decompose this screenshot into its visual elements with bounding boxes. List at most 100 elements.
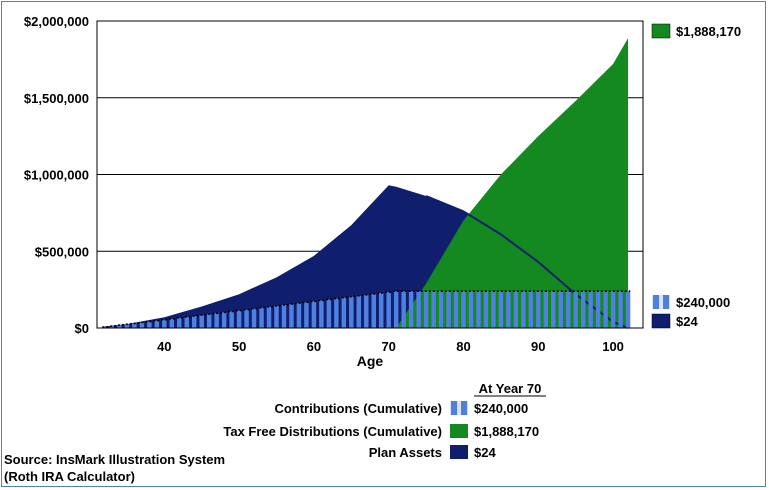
contribution-bar-35 [124,324,130,328]
contribution-top-line [102,290,631,328]
y-axis-ticks: $0 $500,000 $1,000,000 $1,500,000 $2,000,000 [24,14,89,336]
legend-value-1: $1,888,170 [474,424,539,439]
contribution-bar-94 [565,291,571,328]
contribution-bar-90 [536,291,541,328]
contribution-bar-69 [378,293,384,328]
contribution-bar-59 [304,302,309,328]
contribution-bar-67 [364,294,369,328]
contribution-bar-36 [132,323,137,328]
contribution-bar-65 [349,296,354,328]
contribution-bar-91 [543,291,549,328]
contribution-bar-46 [206,314,212,328]
source-note: Source: InsMark Illustration System (Rot… [4,451,225,485]
legend-header: At Year 70 [479,381,542,396]
contribution-bar-39 [154,320,160,328]
legend-label-0: Contributions (Cumulative) [274,401,442,416]
contribution-bar-97 [588,291,593,328]
legend-swatch-1 [450,424,468,438]
contribution-bar-80 [461,291,466,328]
contributions-series [102,290,631,328]
contribution-bar-42 [177,317,182,328]
y-tick-label-1: $500,000 [35,244,89,259]
source-line-1: Source: InsMark Illustration System [4,452,226,467]
y-tick-label-0: $0 [75,321,89,336]
contribution-bar-54 [266,306,272,328]
contribution-bar-92 [551,291,556,328]
contribution-bar-85 [498,291,504,328]
x-tick-label-2: 60 [307,339,321,354]
contribution-bar-87 [513,291,519,328]
contribution-bar-96 [580,291,586,328]
contribution-bar-49 [229,311,234,328]
x-tick-label-3: 70 [381,339,395,354]
right-swatch-stripe-a-1 [653,295,659,309]
distributions-area [388,38,629,329]
contribution-bar-43 [184,316,189,328]
contribution-bar-77 [438,291,444,328]
right-value-1: $240,000 [676,295,730,310]
contribution-bar-51 [244,309,249,328]
legend-value-0: $240,000 [474,401,528,416]
contribution-bar-45 [199,315,204,328]
contribution-bar-102 [625,291,631,328]
contribution-bar-78 [446,291,451,328]
contribution-bar-33 [109,326,115,328]
contribution-bar-95 [573,291,578,328]
contribution-bar-74 [416,291,421,328]
contribution-bar-99 [603,291,608,328]
source-line-2: (Roth IRA Calculator) [4,469,135,484]
contribution-bar-44 [191,316,197,328]
contribution-bar-56 [281,304,287,328]
right-value-labels: $1,888,170 $240,000 $24 [651,23,741,329]
x-axis-label: Age [357,353,384,369]
contribution-bar-84 [491,291,496,328]
plot-area-border [96,20,644,329]
contribution-bar-37 [139,322,145,328]
contribution-bar-53 [259,307,264,328]
contribution-bar-86 [506,291,511,328]
y-tick-label-4: $2,000,000 [24,14,89,29]
x-axis-ticks: 40 50 60 70 80 90 100 [157,339,624,354]
contribution-bar-73 [408,291,414,328]
contribution-bar-100 [610,291,616,328]
contribution-bar-89 [528,291,534,328]
contribution-bar-61 [319,300,324,328]
x-tick-label-6: 100 [602,339,624,354]
contribution-bar-71 [393,291,399,328]
contribution-bar-81 [468,291,474,328]
y-tick-label-3: $1,500,000 [24,91,89,106]
contribution-bar-34 [117,325,122,328]
legend-swatch-2 [450,445,468,459]
contribution-bar-38 [147,321,152,328]
contribution-bar-83 [483,291,489,328]
right-value-2: $24 [676,314,698,329]
contribution-bar-79 [453,291,459,328]
legend: At Year 70 Contributions (Cumulative) $240… [223,381,546,460]
contribution-bar-50 [236,310,242,328]
contribution-bar-63 [334,298,339,328]
x-tick-label-4: 80 [456,339,470,354]
right-swatch-stripe-b-1 [663,295,669,309]
contribution-bar-48 [221,312,227,328]
contribution-bar-58 [296,303,302,328]
contribution-bar-75 [423,291,429,328]
contribution-bar-82 [476,291,481,328]
contribution-bar-64 [341,297,347,328]
contribution-bar-98 [595,291,601,328]
legend-swatch-stripe-a [451,401,457,415]
contribution-bar-41 [169,318,175,328]
contribution-bar-60 [311,301,317,328]
contribution-bar-88 [521,291,526,328]
contribution-bar-40 [162,319,167,328]
x-tick-label-0: 40 [157,339,171,354]
contribution-bar-66 [356,295,362,328]
right-swatch-2 [651,313,671,329]
contribution-bar-55 [274,305,279,328]
contribution-bar-52 [251,308,257,328]
right-value-0: $1,888,170 [676,24,741,39]
contribution-bar-76 [431,291,436,328]
contribution-bar-70 [386,292,391,328]
contribution-bar-57 [289,304,294,328]
